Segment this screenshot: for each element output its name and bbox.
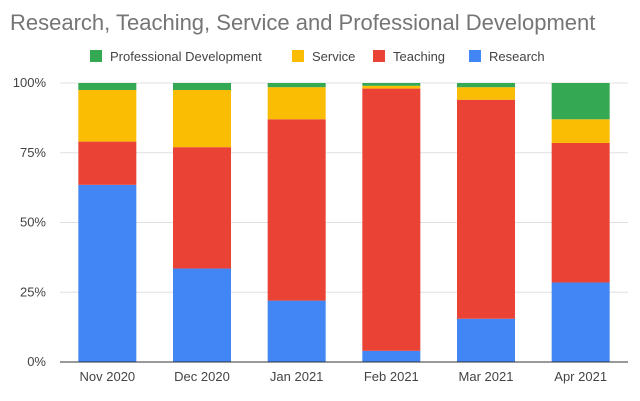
y-tick-label: 100% [13,75,47,90]
bar-teaching-jan-2021 [267,119,326,301]
bar-research-apr-2021 [551,282,610,362]
legend-label-teaching: Teaching [393,49,445,64]
bar-service-apr-2021 [551,119,610,143]
bar-service-feb-2021 [362,85,421,89]
legend-swatch-professional-development [90,50,102,62]
bar-professional-development-feb-2021 [362,83,421,86]
legend-label-service: Service [312,49,355,64]
bar-teaching-mar-2021 [457,99,515,319]
x-tick-label: Feb 2021 [364,369,419,384]
x-tick-label: Mar 2021 [459,369,514,384]
bar-research-jan-2021 [267,300,326,362]
bar-professional-development-dec-2020 [173,83,231,90]
gridlines [60,82,628,293]
chart-title: Research, Teaching, Service and Professi… [10,10,595,35]
y-tick-label: 0% [27,354,46,369]
bar-professional-development-jan-2021 [267,83,326,88]
bar-research-dec-2020 [173,268,231,362]
y-tick-label: 25% [20,284,46,299]
bar-teaching-dec-2020 [173,147,231,269]
bar-professional-development-apr-2021 [551,83,610,120]
bar-service-jan-2021 [267,87,326,120]
legend-swatch-service [292,50,304,62]
bars [78,83,610,362]
y-tick-label: 50% [20,215,46,230]
bar-teaching-apr-2021 [551,142,610,283]
bar-service-nov-2020 [78,89,137,142]
bar-research-mar-2021 [457,318,515,362]
legend-label-research: Research [489,49,545,64]
y-tick-label: 75% [20,145,46,160]
bar-teaching-feb-2021 [362,88,421,351]
x-tick-label: Nov 2020 [80,369,136,384]
bar-service-mar-2021 [457,87,515,100]
bar-service-dec-2020 [173,89,231,148]
y-axis: 0% 25% 50% 75% 100% [13,75,47,369]
bar-teaching-nov-2020 [78,141,137,185]
bar-research-nov-2020 [78,184,137,362]
bar-professional-development-mar-2021 [457,83,515,88]
x-tick-label: Dec 2020 [174,369,230,384]
x-axis: Nov 2020 Dec 2020 Jan 2021 Feb 2021 Mar 2021… [80,369,608,384]
legend-swatch-research [469,50,481,62]
legend-label-professional-development: Professional Development [110,49,262,64]
x-tick-label: Jan 2021 [270,369,324,384]
x-tick-label: Apr 2021 [554,369,607,384]
bar-research-feb-2021 [362,350,421,362]
legend-swatch-teaching [373,50,385,62]
bar-professional-development-nov-2020 [78,83,137,90]
legend: Professional Development Service Teaching R… [90,49,545,64]
